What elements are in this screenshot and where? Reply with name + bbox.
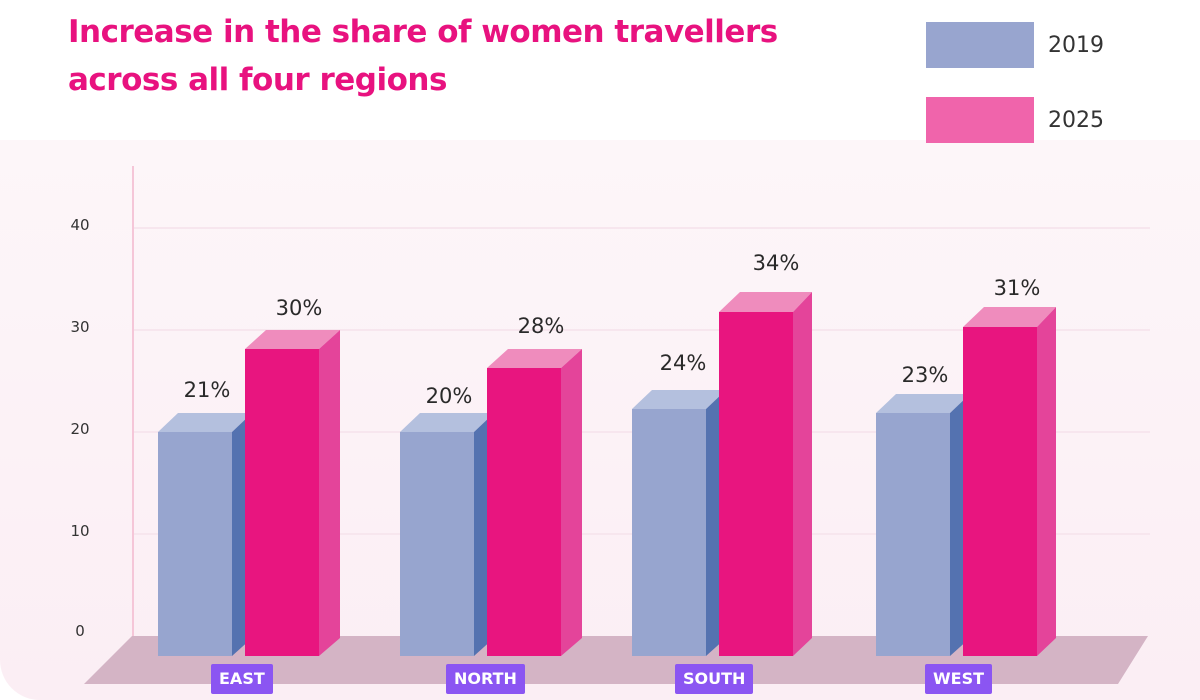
category-label-south: SOUTH — [675, 664, 754, 694]
value-label-west-2025: 31% — [993, 276, 1041, 300]
gridline-40 — [134, 227, 1150, 229]
gridline-20 — [134, 431, 1150, 433]
y-tick-40: 40 — [70, 216, 90, 234]
value-label-east-2019: 21% — [183, 378, 231, 402]
y-tick-10: 10 — [70, 522, 90, 540]
category-label-north: NORTH — [446, 664, 525, 694]
y-tick-20: 20 — [70, 420, 90, 438]
legend-swatch-2025 — [926, 97, 1034, 143]
value-label-north-2019: 20% — [425, 384, 473, 408]
category-label-east: EAST — [211, 664, 273, 694]
value-label-east-2025: 30% — [275, 296, 323, 320]
value-label-north-2025: 28% — [517, 314, 565, 338]
legend-label-2019: 2019 — [1048, 32, 1104, 58]
value-label-west-2019: 23% — [901, 363, 949, 387]
value-label-south-2019: 24% — [659, 351, 707, 375]
value-label-south-2025: 34% — [752, 251, 800, 275]
chart-panel — [0, 140, 1200, 700]
y-tick-30: 30 — [70, 318, 90, 336]
gridline-10 — [134, 533, 1150, 535]
y-axis-line — [132, 166, 134, 636]
legend-swatch-2019 — [926, 22, 1034, 68]
legend-item-2025: 2025 — [926, 97, 1104, 143]
legend-label-2025: 2025 — [1048, 107, 1104, 133]
category-label-west: WEST — [925, 664, 993, 694]
legend-item-2019: 2019 — [926, 22, 1104, 68]
gridline-30 — [134, 329, 1150, 331]
chart-title: Increase in the share of women traveller… — [68, 14, 778, 98]
y-tick-0: 0 — [75, 622, 85, 640]
